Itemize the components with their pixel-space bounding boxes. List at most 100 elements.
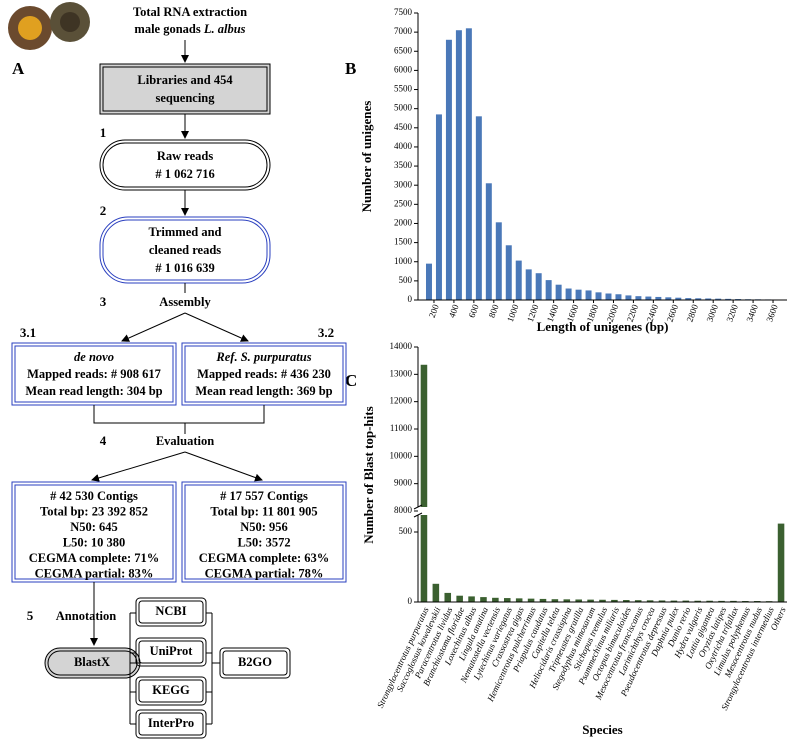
box <box>135 676 207 706</box>
bar <box>525 269 532 300</box>
axis-break <box>413 504 423 518</box>
bar <box>505 245 512 300</box>
bar <box>445 39 452 300</box>
bar <box>575 289 582 300</box>
x-tick-label: 3400 <box>744 302 760 323</box>
panel-label: A <box>12 59 25 78</box>
y-tick-label: 7500 <box>394 7 413 17</box>
bar <box>623 600 630 602</box>
x-tick-label: 200 <box>427 302 441 319</box>
box-text: Mean read length: 369 bp <box>195 384 332 398</box>
y-tick-label: 0 <box>408 294 413 304</box>
box-text: Mapped reads: # 908 617 <box>27 367 161 381</box>
box-text: Total bp: 11 801 905 <box>210 504 317 518</box>
bar <box>599 599 606 602</box>
x-tick-label: 600 <box>467 302 481 319</box>
box-text: Ref. S. purpuratus <box>215 350 311 364</box>
header-text: male gonads L. albus <box>134 22 245 36</box>
bar <box>705 298 712 300</box>
step-number: 3 <box>100 294 107 309</box>
bar <box>615 294 622 300</box>
box-text: Trimmed and <box>148 225 221 239</box>
box <box>99 63 271 115</box>
y-tick-label: 4500 <box>394 122 413 132</box>
charts: 0500100015002000250030003500400045005000… <box>359 7 787 737</box>
box-text: N50: 645 <box>70 520 118 534</box>
bar <box>515 260 522 300</box>
y-tick-label: 1500 <box>394 237 413 247</box>
bar <box>715 298 722 300</box>
box-text: B2GO <box>238 655 272 669</box>
bar <box>555 284 562 300</box>
box-text: # 42 530 Contigs <box>50 489 138 503</box>
panel-label: B <box>345 59 356 78</box>
box-text: Mean read length: 304 bp <box>25 384 162 398</box>
box-text: Total bp: 23 392 852 <box>40 504 148 518</box>
y-tick-label: 12000 <box>390 396 413 406</box>
box-inner <box>138 600 204 624</box>
x-axis-title: Species <box>582 722 622 737</box>
bar <box>539 598 547 602</box>
y-tick-label: 9000 <box>394 478 413 488</box>
bar <box>777 523 785 602</box>
x-tick-label: 3600 <box>764 302 780 323</box>
axis <box>417 347 787 603</box>
bar <box>465 28 472 300</box>
y-tick-label: 6000 <box>394 64 413 74</box>
box-text: # 17 557 Contigs <box>220 489 308 503</box>
y-tick-label: 500 <box>399 526 413 536</box>
bar <box>420 364 428 507</box>
step-number: 1 <box>100 125 107 140</box>
bar <box>706 600 713 602</box>
bar <box>480 597 487 602</box>
bar <box>605 293 612 300</box>
bar <box>515 598 523 602</box>
bar <box>455 30 462 300</box>
header-species: L. albus <box>203 22 246 36</box>
bar <box>611 599 618 602</box>
y-tick-label: 10000 <box>390 450 413 460</box>
bar <box>725 298 732 300</box>
y-tick-label: 8000 <box>394 505 413 515</box>
bar <box>485 183 492 300</box>
step-number: 3.2 <box>318 325 334 340</box>
y-tick-label: 13000 <box>390 368 413 378</box>
box <box>181 481 347 583</box>
bar <box>682 600 690 602</box>
bar <box>468 596 475 602</box>
header-text: Total RNA extraction <box>133 5 247 19</box>
y-tick-label: 14000 <box>390 341 413 351</box>
bar <box>665 297 672 300</box>
axis <box>417 13 787 301</box>
bar <box>695 298 702 300</box>
x-tick-label: 2800 <box>685 302 701 323</box>
y-tick-label: 5500 <box>394 84 413 94</box>
bar <box>492 597 499 602</box>
box-text: Raw reads <box>157 149 214 163</box>
box-text: Libraries and 454 <box>137 73 233 87</box>
y-tick-label: 500 <box>399 275 413 285</box>
y-tick-label: 3500 <box>394 160 413 170</box>
box <box>135 637 207 667</box>
bar <box>551 599 559 602</box>
pill <box>99 139 271 191</box>
box-text: CEGMA partial: 83% <box>35 566 154 580</box>
box-text: # 1 062 716 <box>155 167 214 181</box>
bar <box>585 290 592 300</box>
header-text: male gonads <box>134 22 200 36</box>
y-axis-title: Number of Blast top-hits <box>361 406 376 543</box>
bar <box>527 598 535 602</box>
box-text: InterPro <box>148 716 194 730</box>
step-label: Evaluation <box>156 434 214 448</box>
bar <box>575 599 582 602</box>
bar <box>675 297 682 300</box>
y-tick-label: 7000 <box>394 26 413 36</box>
box-text: Mapped reads: # 436 230 <box>197 367 331 381</box>
bar <box>420 515 428 602</box>
step-number: 3.1 <box>20 325 36 340</box>
box-text: CEGMA complete: 63% <box>199 551 330 565</box>
bar <box>535 273 542 300</box>
box-text: CEGMA partial: 78% <box>205 566 324 580</box>
box-text: L50: 10 380 <box>63 535 126 549</box>
box-text: L50: 3572 <box>237 535 290 549</box>
